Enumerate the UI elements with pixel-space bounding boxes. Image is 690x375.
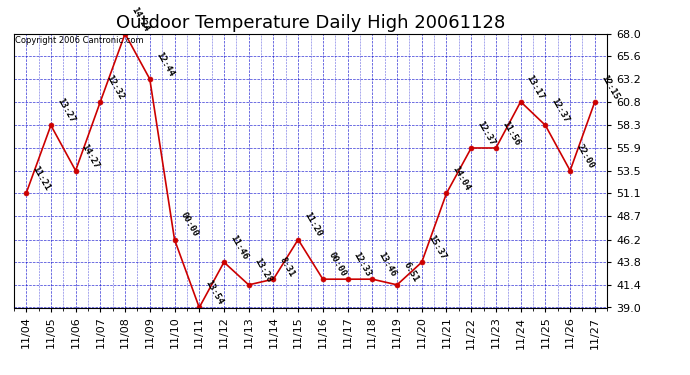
Text: 12:15: 12:15 (599, 73, 620, 101)
Text: 11:20: 11:20 (302, 211, 324, 239)
Text: 11:46: 11:46 (228, 234, 249, 261)
Text: 12:37: 12:37 (549, 97, 571, 124)
Text: 15:37: 15:37 (426, 234, 447, 261)
Text: 13:17: 13:17 (525, 73, 546, 101)
Text: 12:32: 12:32 (104, 73, 126, 101)
Text: 6:51: 6:51 (401, 261, 420, 284)
Text: 11:21: 11:21 (30, 165, 52, 192)
Text: 22:00: 22:00 (574, 142, 595, 170)
Text: 13:46: 13:46 (377, 251, 397, 278)
Text: 13:54: 13:54 (204, 279, 225, 307)
Text: 11:56: 11:56 (500, 119, 522, 147)
Text: 12:37: 12:37 (475, 119, 497, 147)
Text: 12:44: 12:44 (154, 51, 175, 78)
Title: Outdoor Temperature Daily High 20061128: Outdoor Temperature Daily High 20061128 (116, 14, 505, 32)
Text: 14:24: 14:24 (129, 5, 150, 33)
Text: 14:27: 14:27 (80, 142, 101, 170)
Text: 00:00: 00:00 (327, 251, 348, 278)
Text: 13:28: 13:28 (253, 256, 274, 284)
Text: 13:27: 13:27 (55, 97, 77, 124)
Text: 00:00: 00:00 (179, 211, 200, 239)
Text: 12:33: 12:33 (352, 251, 373, 278)
Text: 14:04: 14:04 (451, 165, 472, 192)
Text: Copyright 2006 Cantronic.com: Copyright 2006 Cantronic.com (15, 36, 144, 45)
Text: 8:31: 8:31 (277, 255, 296, 278)
